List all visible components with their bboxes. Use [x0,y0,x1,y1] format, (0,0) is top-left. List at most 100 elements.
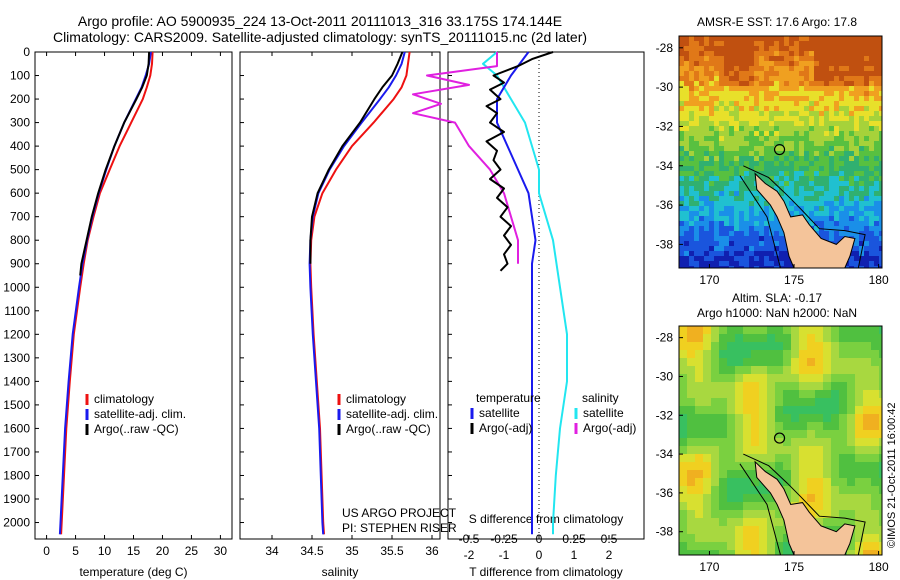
sla-map-cell [847,422,855,430]
sla-map-cell [751,446,759,454]
sla-map-cell [879,470,882,478]
sst-map-cell [849,266,854,268]
sst-map-cell [759,126,764,131]
sst-map-cell [804,101,809,106]
sst-map-cell [764,261,769,266]
sla-map-cell [879,486,882,494]
sst-map-cell [714,76,719,81]
sla-map-cell [855,414,863,422]
sla-map-cell [823,486,831,494]
sst-map-cell [804,46,809,51]
sst-map-cell [879,136,882,141]
sst-map-cell [709,156,714,161]
sst-map-cell [854,136,859,141]
sst-map-cell [854,151,859,156]
sst-map-cell [809,111,814,116]
sst-map-cell [714,246,719,251]
sst-map-cell [819,206,824,211]
sst-map-cell [834,211,839,216]
sst-map-cell [804,41,809,46]
sla-map-cell [815,414,823,422]
sst-map-cell [734,166,739,171]
sst-map-cell [879,251,882,256]
depth-ytick-label: 200 [10,92,30,106]
sst-map-cell [844,181,849,186]
sla-map-ytick-label: -38 [656,525,674,539]
sst-map-cell [824,156,829,161]
sst-map-cell [869,71,874,76]
sst-map-cell [694,246,699,251]
sla-map-cell [767,358,775,366]
sla-map-cell [855,406,863,414]
sst-map-cell [784,36,789,41]
sst-map-cell [869,246,874,251]
sst-map-cell [829,181,834,186]
sst-map-cell [714,231,719,236]
sst-map-cell [834,126,839,131]
sst-map-cell [859,71,864,76]
sst-map-cell [754,56,759,61]
sst-map-cell [749,81,754,86]
sla-map-cell [871,398,879,406]
sla-map-cell [783,414,791,422]
sst-map-cell [779,231,784,236]
sst-map-cell [739,246,744,251]
sst-map-cell [799,171,804,176]
sst-map-cell [749,101,754,106]
sla-map-cell [847,510,855,518]
sst-map-cell [714,261,719,266]
sla-map-cell [679,390,687,398]
sst-map-cell [684,36,689,41]
sla-map-cell [759,454,767,462]
sst-map-cell [714,166,719,171]
sla-map-cell [695,390,703,398]
sst-map-cell [829,186,834,191]
sst-map-cell [704,181,709,186]
sla-map-cell [743,446,751,454]
sst-map-cell [814,136,819,141]
sst-map-cell [864,146,869,151]
sst-map-cell [759,56,764,61]
sst-map-cell [694,71,699,76]
sst-map-cell [754,246,759,251]
sst-map-cell [714,116,719,121]
sst-map-cell [694,121,699,126]
sst-map-cell [784,161,789,166]
sst-map-cell [734,221,739,226]
sst-map-cell [779,246,784,251]
sla-map-cell [775,550,783,555]
sst-map-cell [724,161,729,166]
depth-ytick-label: 1700 [3,445,30,459]
sla-map-cell [871,526,879,534]
sla-map-cell [767,542,775,550]
sst-map-cell [759,61,764,66]
sst-map-cell [859,256,864,261]
sst-map-cell [834,161,839,166]
sst-map-cell [874,176,879,181]
sla-map-cell [839,430,847,438]
sst-map-cell [779,226,784,231]
sla-map-cell [823,382,831,390]
sst-map-cell [864,51,869,56]
sla-map-cell [735,326,743,334]
sst-map-cell [704,236,709,241]
sst-map-cell [749,141,754,146]
sst-map-cell [764,201,769,206]
sst-map-cell [774,56,779,61]
sla-map-cell [879,510,882,518]
sst-map-cell [829,136,834,141]
pi-label: PI: STEPHEN RISER [342,521,457,535]
sst-map-cell [709,36,714,41]
depth-ytick-label: 400 [10,139,30,153]
sst-map-cell [759,161,764,166]
sst-map-cell [819,91,824,96]
sla-map-cell [879,542,882,550]
sst-map-cell [824,121,829,126]
sst-map-cell [709,81,714,86]
sst-map-cell [679,151,684,156]
sla-map-cell [759,366,767,374]
sst-map-cell [879,261,882,266]
sst-map-cell [684,161,689,166]
sst-map-cell [754,151,759,156]
sla-map-ytick-label: -30 [656,369,674,383]
